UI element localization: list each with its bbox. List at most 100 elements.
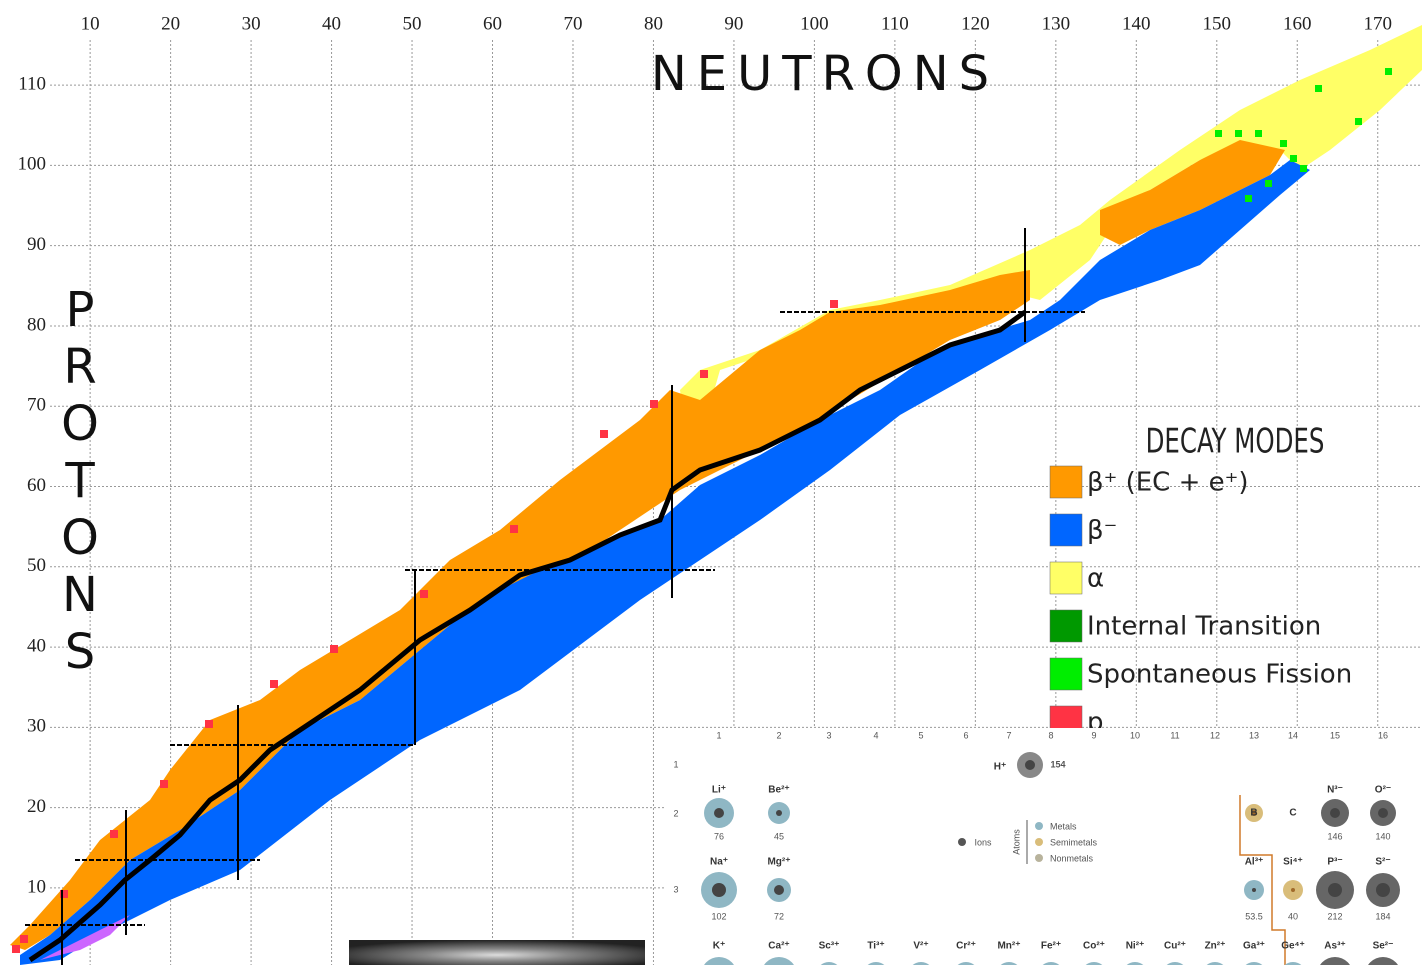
ion-core bbox=[1376, 883, 1390, 897]
ion-symbol: Ni²⁺ bbox=[1126, 941, 1145, 952]
ion-symbol: Na⁺ bbox=[710, 857, 728, 868]
legend-title: DECAY MODES bbox=[1146, 421, 1325, 461]
ion-symbol: Ti³⁺ bbox=[867, 941, 884, 952]
ion-core bbox=[714, 808, 724, 818]
ion-symbol: Li⁺ bbox=[712, 785, 726, 796]
period-number: 2 bbox=[673, 808, 678, 818]
group-number: 10 bbox=[1130, 730, 1140, 740]
group-number: 4 bbox=[873, 730, 878, 740]
y-tick-label: 10 bbox=[27, 876, 46, 897]
group-number: 6 bbox=[963, 730, 968, 740]
ion-core bbox=[712, 883, 726, 897]
x-tick-label: 10 bbox=[81, 13, 100, 34]
x-axis-title: NEUTRONS bbox=[651, 46, 999, 102]
key-label: Atoms bbox=[1011, 829, 1021, 855]
x-tick-label: 120 bbox=[961, 13, 990, 34]
group-number: 2 bbox=[776, 730, 781, 740]
key-label: Semimetals bbox=[1050, 837, 1098, 847]
legend-label: β⁻ bbox=[1087, 516, 1117, 546]
ion-radius: 53.5 bbox=[1245, 911, 1263, 921]
ion-symbol: P³⁻ bbox=[1327, 857, 1342, 868]
x-tick-label: 160 bbox=[1283, 13, 1312, 34]
ion-radius: 76 bbox=[714, 831, 724, 841]
y-tick-label: 110 bbox=[18, 73, 46, 94]
group-number: 5 bbox=[918, 730, 923, 740]
ion-radius: 102 bbox=[711, 911, 726, 921]
key-label: Ions bbox=[974, 837, 992, 847]
group-number: 7 bbox=[1006, 730, 1011, 740]
y-tick-label: 80 bbox=[27, 314, 46, 335]
ion-core bbox=[1328, 883, 1342, 897]
ion-symbol: Ge⁴⁺ bbox=[1281, 941, 1305, 952]
x-tick-label: 30 bbox=[242, 13, 261, 34]
y-tick-label: 30 bbox=[27, 716, 46, 737]
ion-core bbox=[1025, 760, 1035, 770]
period-number: 1 bbox=[673, 759, 678, 769]
x-tick-label: 130 bbox=[1042, 13, 1071, 34]
nuclide-chart: NEUTRONS 1020304050607080901001101201301… bbox=[0, 0, 1422, 965]
y-tick-label: 40 bbox=[27, 635, 46, 656]
ion-symbol: H⁺ bbox=[994, 762, 1007, 773]
ion-symbol: C bbox=[1289, 808, 1296, 819]
group-number: 15 bbox=[1330, 730, 1340, 740]
x-tick-label: 20 bbox=[161, 13, 180, 34]
group-number: 11 bbox=[1170, 730, 1179, 740]
ion-symbol: Be²⁺ bbox=[768, 785, 789, 796]
ion-symbol: Cu²⁺ bbox=[1164, 941, 1186, 952]
ion-symbol: Si⁴⁺ bbox=[1283, 857, 1303, 868]
ion-radius: 140 bbox=[1375, 831, 1390, 841]
ion-core bbox=[1252, 888, 1256, 892]
ion-core bbox=[774, 885, 784, 895]
key-label: Nonmetals bbox=[1050, 853, 1094, 863]
group-number: 9 bbox=[1091, 730, 1096, 740]
group-number: 13 bbox=[1249, 730, 1259, 740]
photo bbox=[349, 940, 645, 965]
ion-symbol: As³⁺ bbox=[1324, 941, 1345, 952]
ion-symbol: Zn²⁺ bbox=[1205, 941, 1226, 952]
x-tick-label: 140 bbox=[1122, 13, 1151, 34]
legend-swatch bbox=[1050, 562, 1082, 594]
ion-symbol: Mg²⁺ bbox=[767, 857, 790, 868]
ion-radius: 212 bbox=[1327, 911, 1342, 921]
ion-symbol: Ca²⁺ bbox=[768, 941, 789, 952]
x-tick-label: 110 bbox=[881, 13, 909, 34]
y-tick-label: 100 bbox=[18, 154, 47, 175]
x-tick-label: 170 bbox=[1363, 13, 1392, 34]
legend-swatch bbox=[1050, 466, 1082, 498]
y-tick-label: 20 bbox=[27, 796, 46, 817]
legend-label: Spontaneous Fission bbox=[1087, 660, 1352, 690]
ion-symbol: O²⁻ bbox=[1375, 785, 1391, 796]
group-number: 3 bbox=[826, 730, 831, 740]
x-tick-label: 70 bbox=[563, 13, 582, 34]
page: {"chart_data": {"type": "nuclide-chart",… bbox=[0, 0, 1422, 965]
ion-core bbox=[776, 810, 782, 816]
ion-core bbox=[1291, 888, 1295, 892]
y-tick-label: 60 bbox=[27, 475, 46, 496]
ion-symbol: V²⁺ bbox=[913, 941, 928, 952]
ion-symbol: Ga³⁺ bbox=[1243, 941, 1265, 952]
ion-radius: 72 bbox=[774, 911, 784, 921]
ion-radius: 184 bbox=[1375, 911, 1390, 921]
group-number: 16 bbox=[1378, 730, 1388, 740]
legend-label: β⁺ (EC + e⁺) bbox=[1087, 468, 1248, 498]
ion-radius: 40 bbox=[1288, 911, 1298, 921]
group-number: 8 bbox=[1048, 730, 1053, 740]
legend-label: Internal Transition bbox=[1087, 612, 1321, 642]
x-tick-label: 100 bbox=[800, 13, 829, 34]
periodic-table-background bbox=[665, 728, 1422, 965]
key-metal-dot bbox=[1035, 822, 1043, 830]
legend-swatch bbox=[1050, 658, 1082, 690]
ion-radius: 154 bbox=[1050, 759, 1065, 769]
key-ion-dot bbox=[958, 838, 966, 846]
ion-symbol: Al³⁺ bbox=[1245, 857, 1264, 868]
ion-symbol: Se²⁻ bbox=[1373, 941, 1394, 952]
group-number: 14 bbox=[1288, 730, 1298, 740]
ion-symbol: Cr²⁺ bbox=[956, 941, 976, 952]
key-nonmetal-dot bbox=[1035, 854, 1043, 862]
periodic-table: Ions Atoms Metals Semimetals Nonmetals 1… bbox=[665, 728, 1422, 965]
ion-radius: 146 bbox=[1327, 831, 1342, 841]
x-tick-label: 60 bbox=[483, 13, 502, 34]
x-tick-label: 50 bbox=[403, 13, 422, 34]
